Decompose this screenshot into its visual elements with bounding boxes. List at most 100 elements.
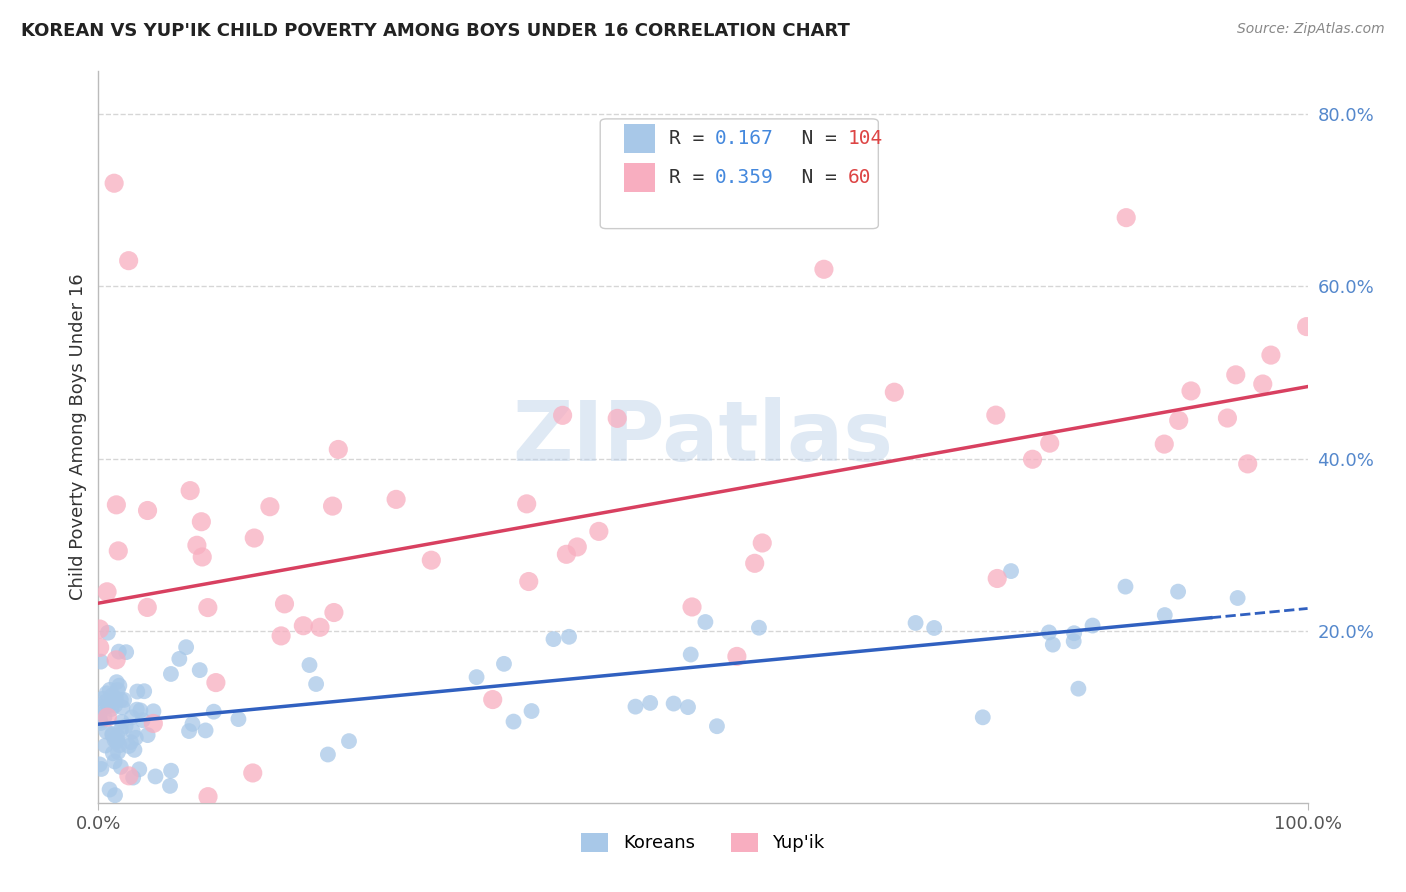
Point	[160, 764, 183, 778]
Point	[101, 728, 124, 742]
Point	[328, 442, 350, 457]
Point	[105, 675, 128, 690]
Point	[273, 597, 295, 611]
Point	[984, 408, 1007, 422]
Point	[108, 645, 131, 659]
Point	[107, 729, 129, 743]
Point	[228, 712, 250, 726]
Point	[1180, 384, 1202, 398]
Point	[1063, 634, 1085, 648]
Point	[186, 538, 208, 552]
Point	[1153, 437, 1175, 451]
Point	[194, 723, 217, 738]
FancyBboxPatch shape	[624, 124, 655, 153]
Point	[676, 700, 699, 714]
Point	[128, 762, 150, 776]
Point	[89, 714, 111, 728]
Point	[159, 779, 181, 793]
Point	[112, 693, 135, 707]
Point	[1039, 436, 1062, 450]
Text: R =: R =	[669, 129, 716, 148]
Point	[298, 658, 321, 673]
Point	[118, 253, 141, 268]
Point	[111, 714, 134, 729]
Point	[681, 599, 703, 614]
Point	[972, 710, 994, 724]
Point	[243, 531, 266, 545]
Point	[904, 615, 927, 630]
Legend: Koreans, Yup'ik: Koreans, Yup'ik	[574, 826, 832, 860]
Point	[136, 503, 159, 517]
Point	[101, 746, 124, 760]
Point	[1153, 608, 1175, 623]
Point	[1167, 584, 1189, 599]
Point	[97, 698, 120, 712]
Point	[115, 645, 138, 659]
Point	[922, 621, 945, 635]
Point	[107, 745, 129, 759]
Point	[662, 697, 685, 711]
Point	[305, 677, 328, 691]
Point	[136, 728, 159, 742]
Point	[205, 675, 228, 690]
Point	[1081, 618, 1104, 632]
Point	[465, 670, 488, 684]
Point	[91, 691, 114, 706]
Point	[107, 683, 129, 698]
Point	[1295, 319, 1317, 334]
Point	[1038, 625, 1060, 640]
Text: 0.359: 0.359	[716, 168, 773, 187]
Point	[96, 584, 118, 599]
Point	[316, 747, 339, 762]
Point	[90, 716, 112, 731]
Point	[174, 640, 197, 655]
Point	[108, 679, 131, 693]
Text: R =: R =	[669, 168, 716, 187]
Point	[624, 699, 647, 714]
Point	[89, 699, 111, 714]
Point	[751, 536, 773, 550]
Point	[103, 755, 125, 769]
Point	[98, 682, 121, 697]
Point	[706, 719, 728, 733]
Point	[202, 705, 225, 719]
Point	[103, 176, 125, 190]
Text: 60: 60	[848, 168, 872, 187]
Point	[105, 653, 128, 667]
Point	[679, 648, 702, 662]
Point	[259, 500, 281, 514]
Text: Source: ZipAtlas.com: Source: ZipAtlas.com	[1237, 22, 1385, 37]
Point	[110, 760, 132, 774]
Point	[125, 703, 148, 717]
Point	[638, 696, 661, 710]
Point	[309, 620, 332, 634]
Point	[110, 723, 132, 737]
Point	[118, 769, 141, 783]
Point	[322, 499, 344, 513]
Point	[191, 549, 214, 564]
Point	[813, 262, 835, 277]
Point	[101, 688, 124, 702]
Point	[543, 632, 565, 646]
Point	[134, 684, 156, 698]
Point	[1042, 638, 1064, 652]
Point	[94, 739, 117, 753]
Point	[190, 515, 212, 529]
Point	[89, 757, 111, 772]
Point	[1225, 368, 1247, 382]
Point	[1260, 348, 1282, 362]
Point	[122, 771, 145, 785]
Point	[492, 657, 515, 671]
Point	[169, 652, 191, 666]
Point	[1167, 413, 1189, 427]
Point	[292, 618, 315, 632]
Point	[725, 649, 748, 664]
Point	[588, 524, 610, 539]
Point	[125, 731, 148, 745]
Point	[197, 789, 219, 804]
Point	[89, 640, 111, 655]
Point	[385, 492, 408, 507]
Point	[883, 385, 905, 400]
Point	[1251, 377, 1274, 392]
Point	[606, 411, 628, 425]
